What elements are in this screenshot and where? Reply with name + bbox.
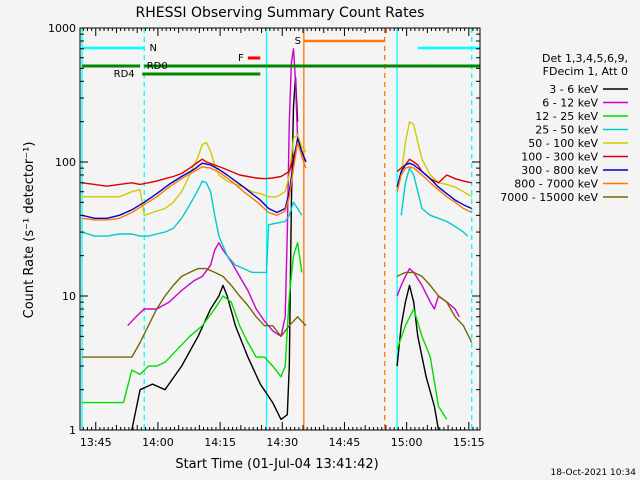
y-axis-label: Count Rate (s⁻¹ detector⁻¹) [22, 142, 37, 319]
legend-item-label: 25 - 50 keV [535, 124, 598, 137]
bar-label-s: S [295, 36, 301, 47]
legend-item-label: 300 - 800 keV [521, 164, 598, 177]
legend-item-label: 50 - 100 keV [528, 137, 598, 150]
series-300-800keV-line [81, 137, 472, 219]
x-tick-label: 15:15 [453, 436, 485, 449]
y-tick-label: 1000 [48, 22, 76, 35]
x-tick-label: 14:00 [142, 436, 174, 449]
legend-item-label: 7000 - 15000 keV [500, 191, 598, 204]
y-tick-label: 10 [62, 290, 76, 303]
x-tick-label: 13:45 [80, 436, 112, 449]
series-12-25keV-line [82, 242, 448, 420]
x-tick-label: 15:00 [391, 436, 423, 449]
legend-item: 6 - 12 keV [542, 97, 628, 110]
legend-item: 12 - 25 keV [535, 110, 628, 123]
series-3-6keV-line [131, 76, 440, 430]
attenuator-bars: N F S RD0 RD4 [82, 36, 480, 80]
bar-label-rd0: RD0 [147, 61, 168, 72]
legend-item: 7000 - 15000 keV [500, 191, 628, 204]
x-tick-label: 14:45 [329, 436, 361, 449]
series-25-50keV-line [81, 167, 469, 274]
series-7000-15000keV-line [82, 267, 473, 358]
bar-rd0: RD0 [82, 61, 480, 72]
legend-item-label: 12 - 25 keV [535, 110, 598, 123]
legend-item-label: 800 - 7000 keV [514, 178, 598, 191]
plot-frame [79, 27, 481, 431]
legend-item: 300 - 800 keV [521, 164, 628, 177]
bar-rd4: RD4 [114, 69, 261, 80]
bar-label-rd4: RD4 [114, 69, 135, 80]
series-50-100keV-line [82, 121, 473, 216]
legend-item-label: 6 - 12 keV [542, 97, 598, 110]
bar-f: F [238, 53, 261, 64]
x-axis: 13:45 14:00 14:15 14:30 14:45 15:00 15:15 [80, 28, 485, 449]
legend-item: 800 - 7000 keV [514, 178, 628, 191]
bar-n: N [82, 43, 480, 54]
legend-item: 3 - 6 keV [549, 83, 628, 96]
legend-item: 100 - 300 keV [521, 151, 628, 164]
y-axis: 1 10 100 1000 [48, 22, 480, 437]
legend-item-label: 100 - 300 keV [521, 151, 598, 164]
legend-header-line: Det 1,3,4,5,6,9, [542, 52, 628, 65]
footer-date: 18-Oct-2021 10:34 [551, 468, 637, 478]
bar-s: S [295, 36, 385, 47]
legend: Det 1,3,4,5,6,9,FDecim 1, Att 0 3 - 6 keV… [500, 52, 628, 204]
legend-item: 50 - 100 keV [528, 137, 628, 150]
legend-item-label: 3 - 6 keV [549, 83, 598, 96]
series-800-7000keV-line [82, 141, 473, 221]
chart-title: RHESSI Observing Summary Count Rates [136, 5, 425, 21]
x-tick-label: 14:15 [204, 436, 236, 449]
x-axis-label: Start Time (01-Jul-04 13:41:42) [175, 457, 378, 472]
y-tick-label: 100 [55, 156, 76, 169]
bar-label-n: N [150, 43, 157, 54]
series-lines [81, 48, 473, 430]
legend-item: 25 - 50 keV [535, 124, 628, 137]
y-tick-label: 1 [69, 424, 76, 437]
bar-label-f: F [238, 53, 244, 64]
legend-header-line: FDecim 1, Att 0 [543, 65, 628, 78]
x-tick-label: 14:30 [266, 436, 298, 449]
